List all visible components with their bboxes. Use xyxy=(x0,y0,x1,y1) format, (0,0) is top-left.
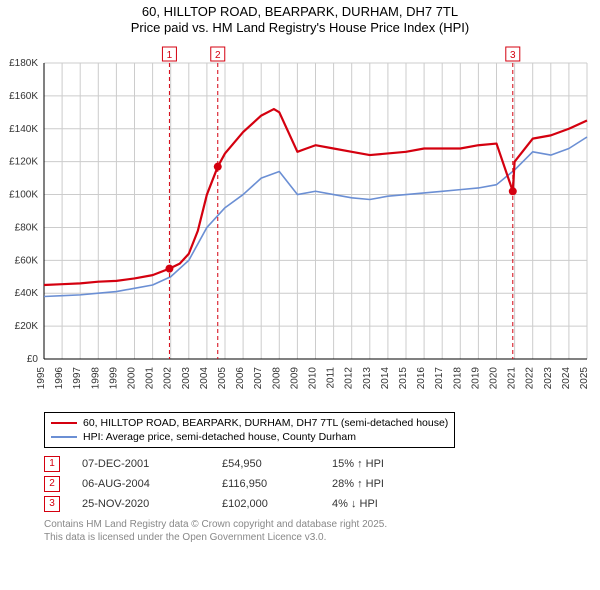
svg-text:£40K: £40K xyxy=(15,288,39,299)
svg-text:2011: 2011 xyxy=(326,366,337,388)
legend: 60, HILLTOP ROAD, BEARPARK, DURHAM, DH7 … xyxy=(44,412,455,448)
svg-text:2010: 2010 xyxy=(308,366,319,389)
svg-text:£180K: £180K xyxy=(9,58,38,69)
svg-text:2013: 2013 xyxy=(362,366,373,389)
svg-text:2001: 2001 xyxy=(145,366,156,389)
svg-text:1996: 1996 xyxy=(54,366,65,389)
svg-text:2017: 2017 xyxy=(434,366,445,389)
svg-text:1998: 1998 xyxy=(90,366,101,389)
svg-text:£20K: £20K xyxy=(15,321,39,332)
svg-text:1997: 1997 xyxy=(72,366,83,389)
svg-text:£80K: £80K xyxy=(15,222,39,233)
svg-text:2003: 2003 xyxy=(181,366,192,389)
svg-text:1: 1 xyxy=(167,50,173,61)
sales-date-1: 06-AUG-2004 xyxy=(82,478,222,490)
svg-text:£100K: £100K xyxy=(9,189,38,200)
svg-text:2: 2 xyxy=(215,50,221,61)
sales-hpi-2: 4% ↓ HPI xyxy=(332,498,432,510)
sales-row-0: 1 07-DEC-2001 £54,950 15% ↑ HPI xyxy=(44,456,600,472)
svg-text:2016: 2016 xyxy=(416,366,427,389)
svg-text:2014: 2014 xyxy=(380,366,391,389)
footer-line1: Contains HM Land Registry data © Crown c… xyxy=(44,518,600,531)
svg-text:2025: 2025 xyxy=(579,366,590,389)
svg-text:2007: 2007 xyxy=(253,366,264,389)
svg-text:1995: 1995 xyxy=(36,366,47,389)
sales-row-1: 2 06-AUG-2004 £116,950 28% ↑ HPI xyxy=(44,476,600,492)
svg-text:2009: 2009 xyxy=(289,366,300,389)
svg-text:£160K: £160K xyxy=(9,90,38,101)
svg-text:£120K: £120K xyxy=(9,156,38,167)
svg-text:2008: 2008 xyxy=(271,366,282,389)
svg-text:£140K: £140K xyxy=(9,123,38,134)
title-line1: 60, HILLTOP ROAD, BEARPARK, DURHAM, DH7 … xyxy=(0,4,600,20)
chart: £0 £20K £40K £60K £80K £100K £120K £140K £160K £1… xyxy=(0,41,600,406)
sales-hpi-1: 28% ↑ HPI xyxy=(332,478,432,490)
title-line2: Price paid vs. HM Land Registry's House … xyxy=(0,20,600,36)
svg-text:£60K: £60K xyxy=(15,255,39,266)
sales-marker-0: 1 xyxy=(44,456,60,472)
svg-text:2020: 2020 xyxy=(489,366,500,389)
svg-text:1999: 1999 xyxy=(108,366,119,389)
sales-price-1: £116,950 xyxy=(222,478,332,490)
svg-text:2000: 2000 xyxy=(127,366,138,389)
legend-label-1: HPI: Average price, semi-detached house,… xyxy=(83,430,356,444)
svg-text:2023: 2023 xyxy=(543,366,554,389)
svg-text:2004: 2004 xyxy=(199,366,210,389)
svg-text:2005: 2005 xyxy=(217,366,228,389)
svg-text:2018: 2018 xyxy=(452,366,463,389)
sales-hpi-0: 15% ↑ HPI xyxy=(332,458,432,470)
sales-marker-2: 3 xyxy=(44,496,60,512)
svg-text:2022: 2022 xyxy=(525,366,536,389)
sales-price-2: £102,000 xyxy=(222,498,332,510)
title-block: 60, HILLTOP ROAD, BEARPARK, DURHAM, DH7 … xyxy=(0,0,600,37)
svg-text:2024: 2024 xyxy=(561,366,572,389)
legend-swatch-1 xyxy=(51,436,77,438)
svg-text:2019: 2019 xyxy=(470,366,481,389)
sales-row-2: 3 25-NOV-2020 £102,000 4% ↓ HPI xyxy=(44,496,600,512)
svg-text:2006: 2006 xyxy=(235,366,246,389)
sales-marker-1: 2 xyxy=(44,476,60,492)
legend-row-1: HPI: Average price, semi-detached house,… xyxy=(51,430,448,444)
legend-label-0: 60, HILLTOP ROAD, BEARPARK, DURHAM, DH7 … xyxy=(83,416,448,430)
svg-text:2012: 2012 xyxy=(344,366,355,389)
root: 60, HILLTOP ROAD, BEARPARK, DURHAM, DH7 … xyxy=(0,0,600,590)
legend-row-0: 60, HILLTOP ROAD, BEARPARK, DURHAM, DH7 … xyxy=(51,416,448,430)
sales-date-2: 25-NOV-2020 xyxy=(82,498,222,510)
chart-svg: £0 £20K £40K £60K £80K £100K £120K £140K £160K £1… xyxy=(0,41,600,401)
svg-text:£0: £0 xyxy=(27,354,39,365)
sales-price-0: £54,950 xyxy=(222,458,332,470)
sales-date-0: 07-DEC-2001 xyxy=(82,458,222,470)
footer-line2: This data is licensed under the Open Gov… xyxy=(44,531,600,544)
legend-swatch-0 xyxy=(51,422,77,424)
svg-text:2002: 2002 xyxy=(163,366,174,389)
sales-table: 1 07-DEC-2001 £54,950 15% ↑ HPI 2 06-AUG… xyxy=(44,456,600,512)
svg-text:2021: 2021 xyxy=(507,366,518,389)
footer: Contains HM Land Registry data © Crown c… xyxy=(44,518,600,544)
svg-text:2015: 2015 xyxy=(398,366,409,389)
svg-text:3: 3 xyxy=(510,50,516,61)
